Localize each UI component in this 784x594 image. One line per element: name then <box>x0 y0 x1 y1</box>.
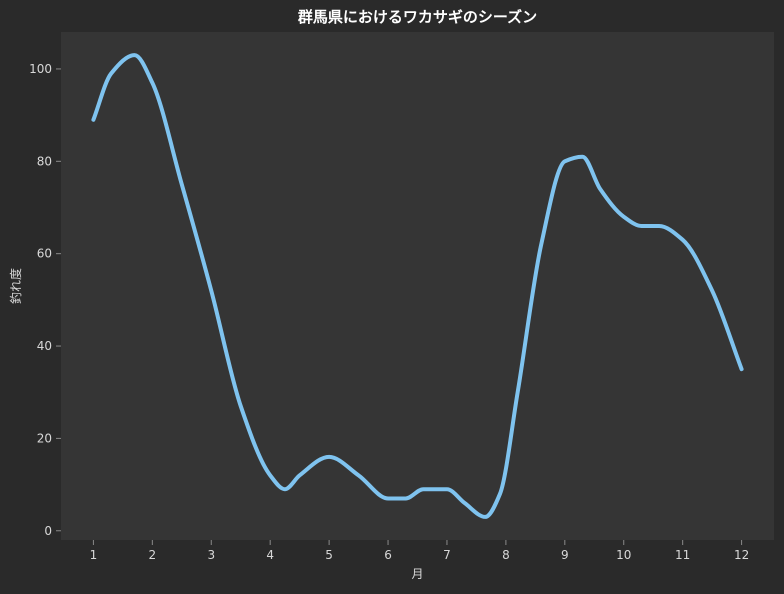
x-axis-ticks: 1 2 3 4 5 6 7 8 9 10 11 12 <box>90 540 749 562</box>
x-tick-label: 1 <box>90 548 98 562</box>
y-tick-label: 80 <box>37 154 52 168</box>
x-tick-label: 8 <box>502 548 510 562</box>
series-line <box>91 53 744 519</box>
chart-title: 群馬県におけるワカサギのシーズン <box>298 8 537 26</box>
x-tick-label: 4 <box>266 548 274 562</box>
x-tick-label: 5 <box>325 548 333 562</box>
x-tick-label: 12 <box>734 548 749 562</box>
x-tick-label: 7 <box>443 548 451 562</box>
y-axis-label: 釣れ度 <box>8 268 23 304</box>
plot-area <box>61 32 774 540</box>
y-tick-label: 0 <box>44 524 52 538</box>
x-tick-label: 10 <box>616 548 631 562</box>
y-tick-label: 60 <box>37 247 52 261</box>
x-tick-label: 3 <box>207 548 215 562</box>
x-tick-label: 11 <box>675 548 690 562</box>
x-tick-label: 2 <box>149 548 157 562</box>
x-axis-label: 月 <box>411 567 423 581</box>
y-tick-label: 20 <box>37 431 52 445</box>
y-tick-label: 100 <box>29 62 52 76</box>
y-tick-label: 40 <box>37 339 52 353</box>
y-axis-ticks: 0 20 40 60 80 100 <box>29 62 61 538</box>
x-tick-label: 6 <box>384 548 392 562</box>
series-layer <box>91 53 744 519</box>
x-tick-label: 9 <box>561 548 569 562</box>
